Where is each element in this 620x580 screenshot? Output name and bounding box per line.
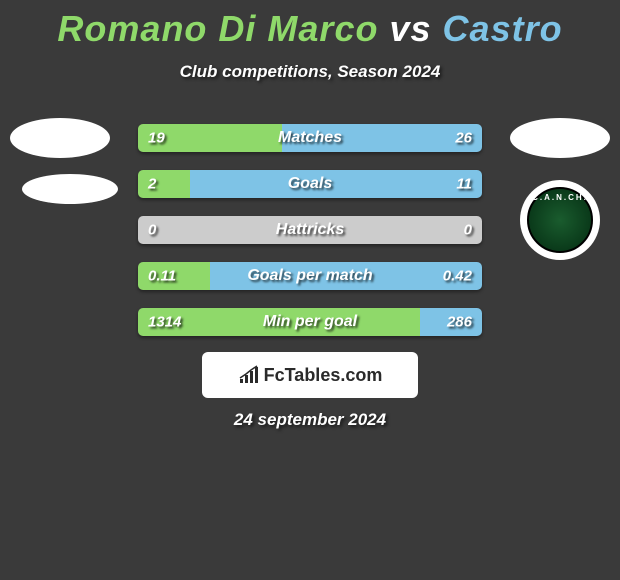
stat-label: Goals per match <box>247 267 372 285</box>
stat-value-right: 286 <box>447 314 472 331</box>
stat-row: Goals per match 0.11 0.42 <box>138 262 482 290</box>
stat-value-right: 26 <box>455 130 472 147</box>
stat-value-left: 1314 <box>148 314 181 331</box>
vs-text: vs <box>389 8 431 49</box>
stat-bar-right <box>190 170 482 198</box>
stat-value-left: 19 <box>148 130 165 147</box>
stat-bar-left <box>138 170 190 198</box>
team-badge-left-1 <box>10 118 110 158</box>
stat-value-right: 11 <box>456 176 472 193</box>
stat-label: Matches <box>278 129 342 147</box>
stat-value-right: 0 <box>464 222 472 239</box>
stat-label: Hattricks <box>276 221 344 239</box>
branding-text: FcTables.com <box>264 365 383 386</box>
team-badge-right <box>510 118 610 158</box>
team-badge-left-2 <box>22 174 118 204</box>
club-logo-text: C.A.N.CH. <box>532 193 588 202</box>
subtitle: Club competitions, Season 2024 <box>0 62 620 82</box>
stat-value-right: 0.42 <box>443 268 472 285</box>
stat-value-left: 2 <box>148 176 156 193</box>
player2-name: Castro <box>443 8 563 49</box>
player1-name: Romano Di Marco <box>57 8 378 49</box>
stat-row: Goals 2 11 <box>138 170 482 198</box>
date: 24 september 2024 <box>234 410 386 430</box>
stat-row: Min per goal 1314 286 <box>138 308 482 336</box>
branding-box: FcTables.com <box>202 352 418 398</box>
stats-container: Matches 19 26 Goals 2 11 Hattricks 0 0 Goals per … <box>138 124 482 354</box>
stat-value-left: 0 <box>148 222 156 239</box>
stat-label: Min per goal <box>263 313 357 331</box>
stat-row: Hattricks 0 0 <box>138 216 482 244</box>
stat-row: Matches 19 26 <box>138 124 482 152</box>
club-logo-inner: C.A.N.CH. <box>527 187 593 253</box>
chart-icon <box>238 365 260 385</box>
stat-label: Goals <box>288 175 332 193</box>
club-logo: C.A.N.CH. <box>520 180 600 260</box>
stat-value-left: 0.11 <box>148 268 176 285</box>
comparison-title: Romano Di Marco vs Castro <box>0 0 620 50</box>
